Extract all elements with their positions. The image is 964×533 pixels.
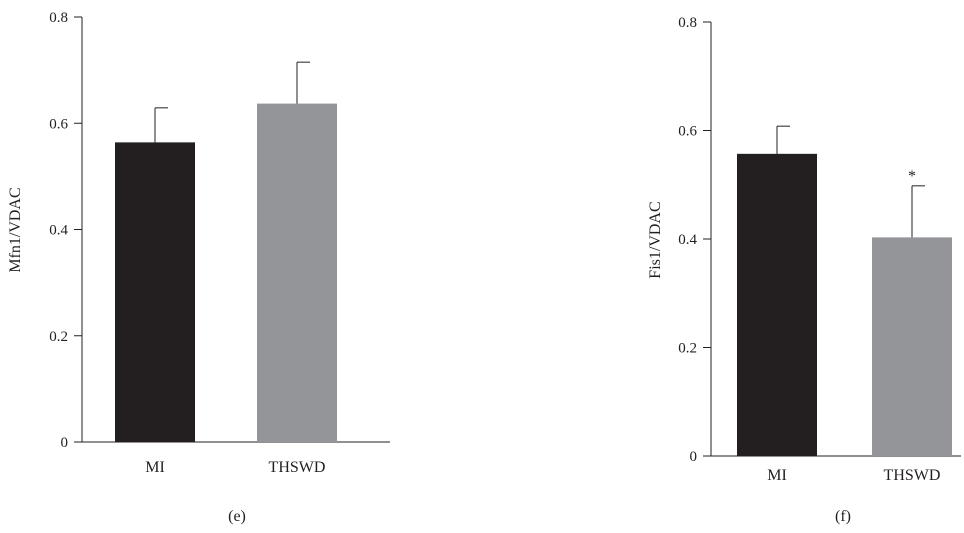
- bar: [737, 153, 817, 456]
- panel-label: (e): [228, 508, 246, 525]
- x-category-label: THSWD: [269, 459, 326, 476]
- significance-marker: *: [908, 168, 916, 185]
- y-tick-label: 0.8: [678, 15, 697, 31]
- x-category-label: MI: [145, 459, 165, 476]
- y-tick-label: 0.4: [678, 232, 697, 248]
- y-tick-label: 0.6: [49, 116, 68, 132]
- y-tick-label: 0.2: [678, 341, 697, 357]
- y-axis-title: Fis1/VDAC: [647, 201, 664, 278]
- panel-label: (f): [835, 508, 851, 525]
- y-tick-label: 0: [690, 449, 698, 465]
- bar: [872, 237, 952, 456]
- y-tick-label: 0.2: [49, 329, 68, 345]
- y-tick-label: 0.8: [49, 10, 68, 26]
- y-axis-title: Mfn1/VDAC: [7, 187, 24, 272]
- y-tick-label: 0.6: [678, 124, 697, 140]
- x-category-label: MI: [767, 467, 787, 484]
- y-tick-label: 0: [61, 435, 69, 451]
- x-category-label: THSWD: [884, 467, 941, 484]
- bar: [115, 142, 195, 442]
- bar: [257, 103, 337, 442]
- y-tick-label: 0.4: [49, 223, 68, 239]
